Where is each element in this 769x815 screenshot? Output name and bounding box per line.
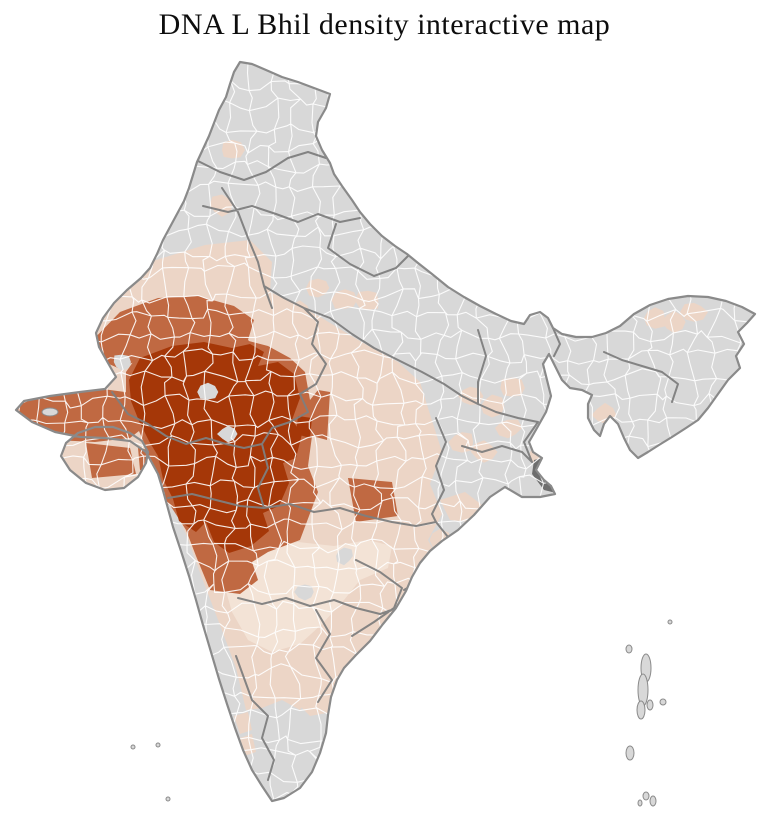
state-borders [111,151,679,781]
andaman-nicobar-islands [41,407,673,807]
map-title: DNA L Bhil density interactive map [158,8,611,41]
lakshadweep-islands [130,742,171,802]
india-outline [14,60,757,803]
